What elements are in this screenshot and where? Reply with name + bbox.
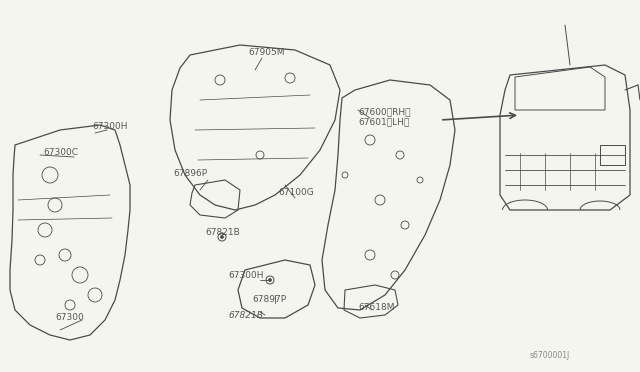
Text: 67618M: 67618M: [358, 304, 394, 312]
Text: s6700001J: s6700001J: [530, 350, 570, 359]
Text: 67821B: 67821B: [228, 311, 263, 320]
Bar: [600, 145, 625, 165]
Circle shape: [269, 279, 271, 282]
Text: 67300H: 67300H: [92, 122, 127, 131]
Text: 67821B: 67821B: [205, 228, 240, 237]
Text: 67100G: 67100G: [278, 187, 314, 196]
Text: 67601（LH）: 67601（LH）: [358, 118, 409, 126]
Text: 67300C: 67300C: [43, 148, 78, 157]
Text: 67300: 67300: [55, 314, 84, 323]
Text: 67300H: 67300H: [228, 270, 264, 279]
Circle shape: [221, 235, 223, 238]
Text: 67897P: 67897P: [252, 295, 286, 305]
Text: 67896P: 67896P: [173, 169, 207, 177]
Text: 67905M: 67905M: [248, 48, 285, 57]
Text: 67600（RH）: 67600（RH）: [358, 108, 410, 116]
